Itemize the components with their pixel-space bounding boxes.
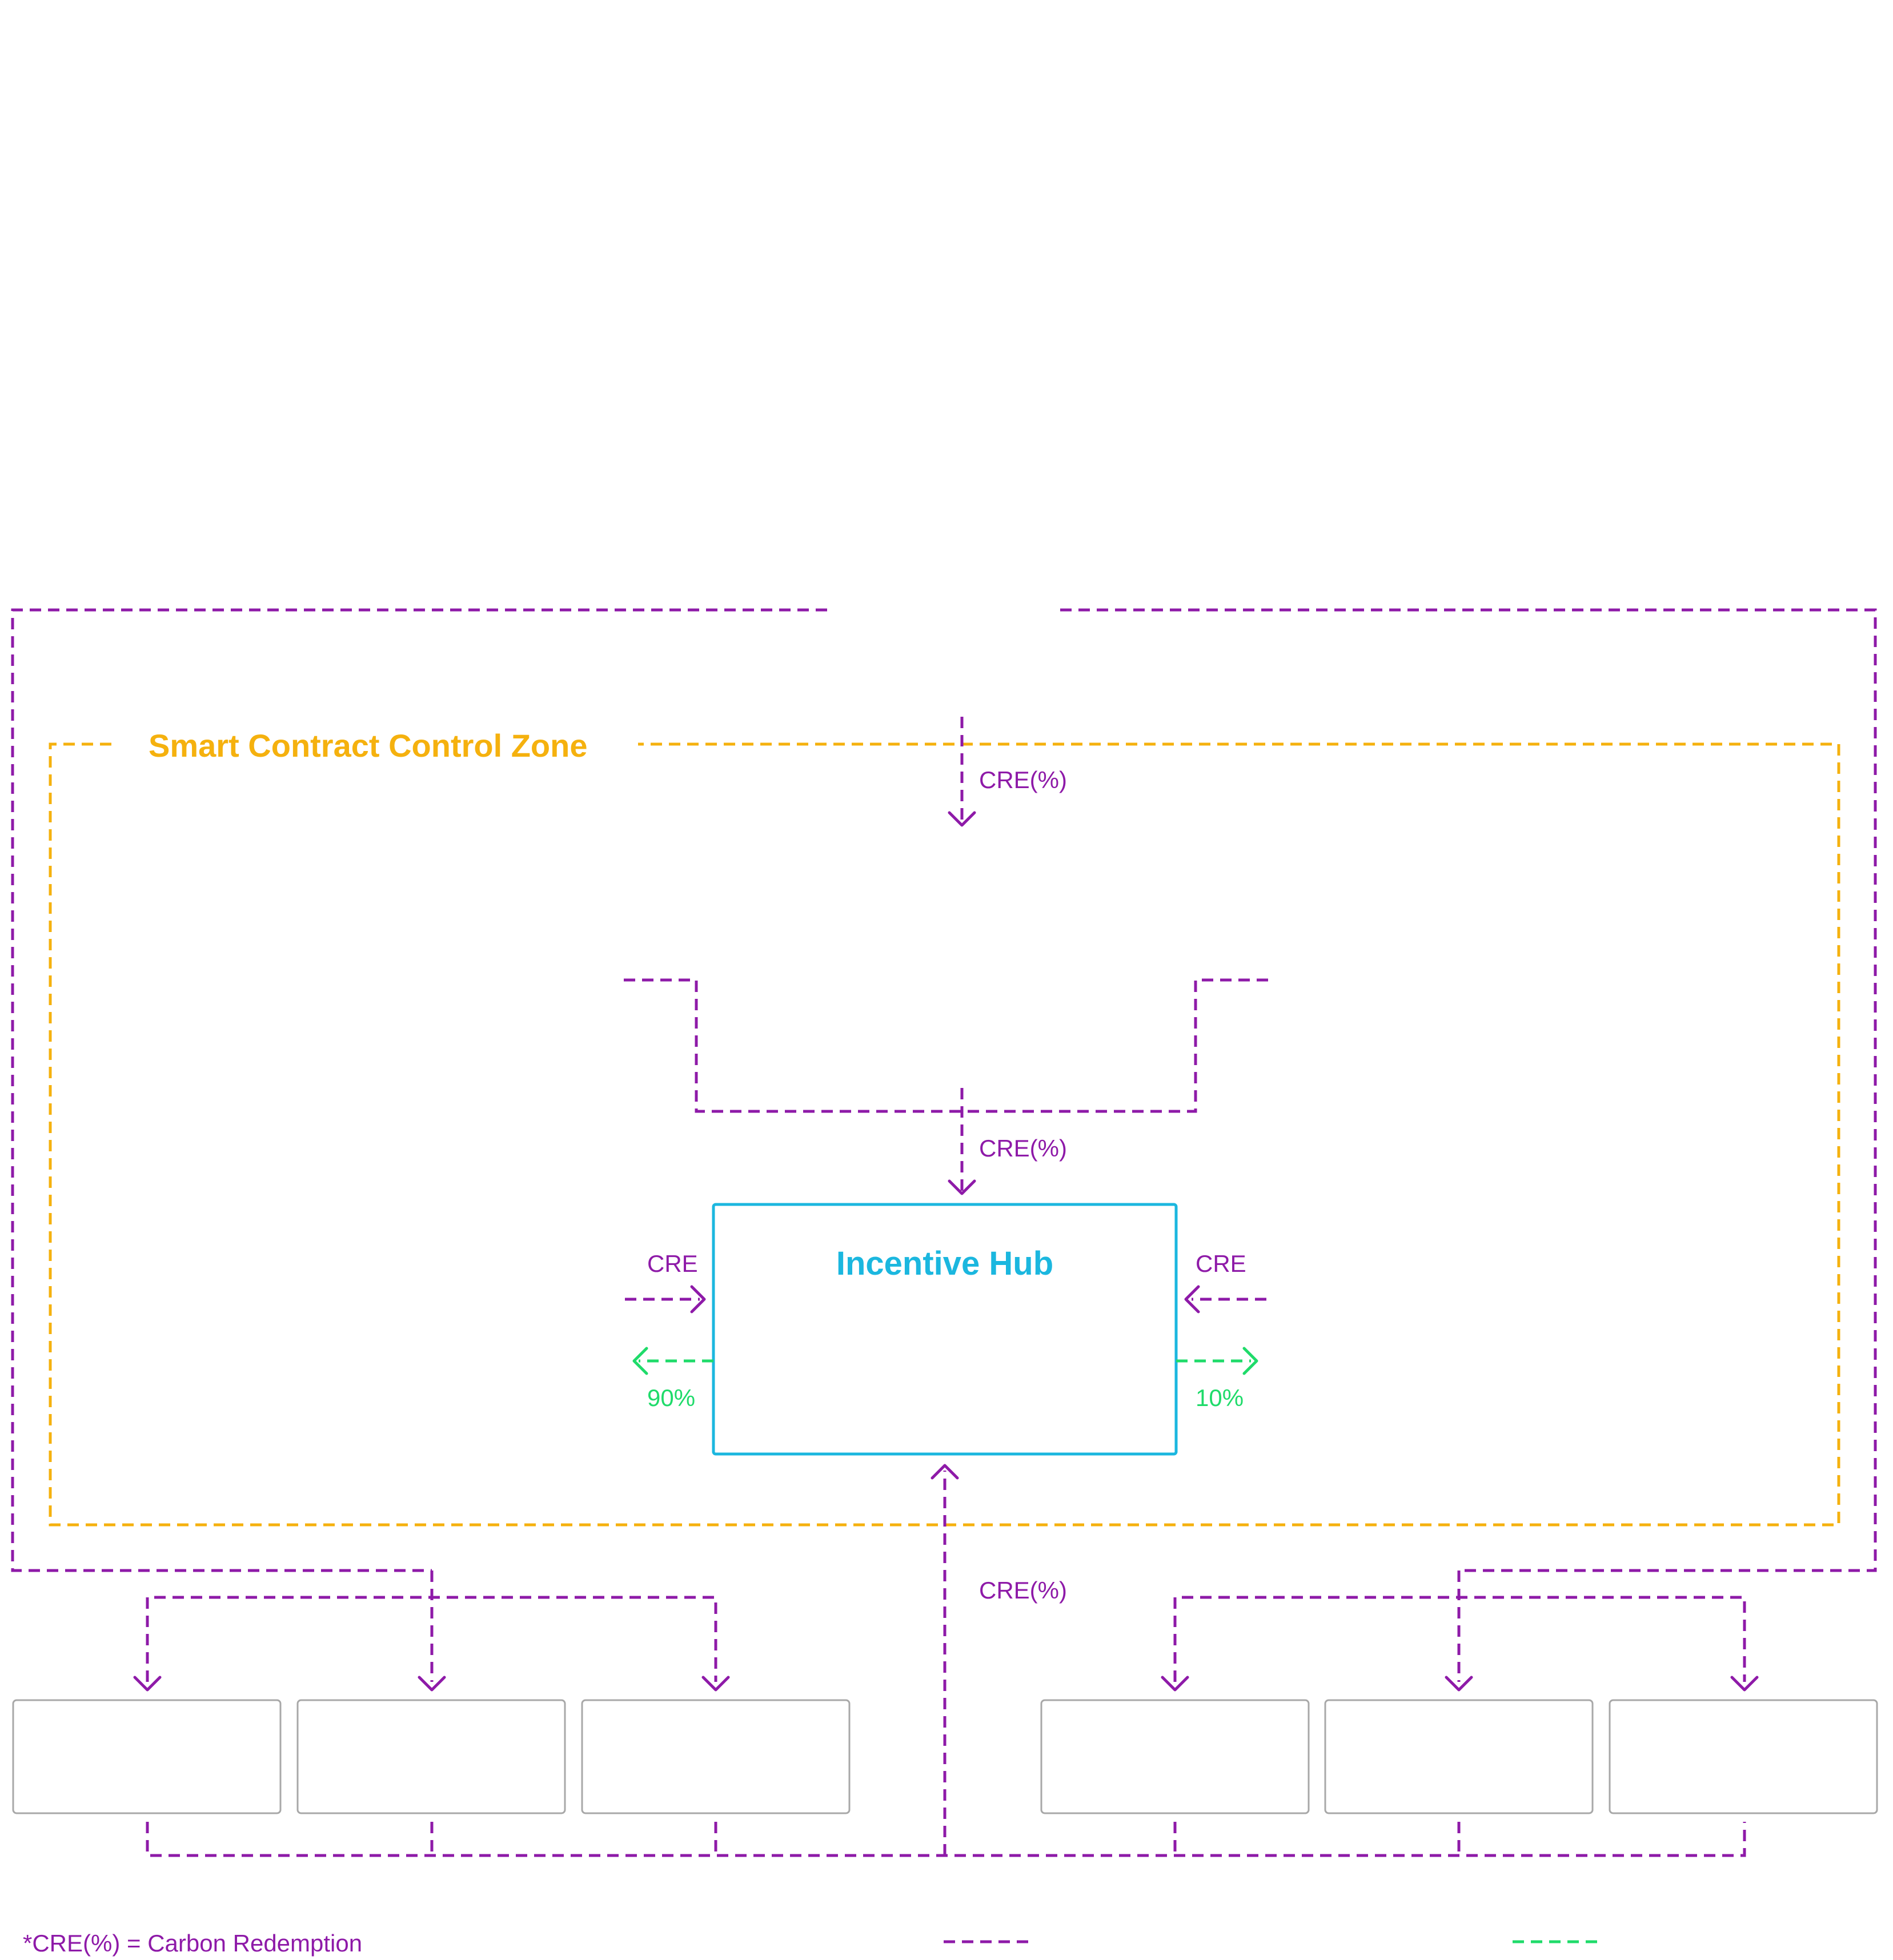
outer-flow-loop bbox=[11, 608, 1877, 1572]
participant-box-right-2 bbox=[1324, 1699, 1594, 1814]
split-label-right: 10% bbox=[1196, 1384, 1244, 1411]
left-cre-input: CRE bbox=[625, 1250, 706, 1314]
arrowhead-down-icon bbox=[948, 811, 976, 827]
arrowhead-left-icon bbox=[632, 1347, 648, 1375]
arrowhead-down-icon bbox=[1161, 1676, 1189, 1692]
merge-bracket-line bbox=[624, 978, 1269, 1113]
merge-bracket: CRE(%) bbox=[624, 978, 1269, 1195]
participant-box-right-1 bbox=[1040, 1699, 1310, 1814]
arrowhead-down-icon bbox=[1730, 1676, 1759, 1692]
control-zone-title: Smart Contract Control Zone bbox=[149, 728, 587, 764]
participant-box-left-2 bbox=[296, 1699, 566, 1814]
outer-loop-left bbox=[11, 608, 827, 1572]
arrowhead-down-icon bbox=[948, 1179, 976, 1195]
participant-box-right-3 bbox=[1609, 1699, 1878, 1814]
incentive-hub-title: Incentive Hub bbox=[836, 1245, 1053, 1282]
incentive-hub-box bbox=[712, 1203, 1178, 1456]
arrowhead-up-icon bbox=[931, 1464, 959, 1480]
arrowhead-down-icon bbox=[418, 1676, 446, 1692]
cre-pct-label-bottom: CRE(%) bbox=[979, 1577, 1067, 1604]
cre-label-left: CRE bbox=[647, 1250, 698, 1277]
arrowhead-down-icon bbox=[133, 1676, 162, 1692]
arrowhead-down-icon bbox=[1445, 1676, 1473, 1692]
arrowhead-down-icon bbox=[701, 1676, 730, 1692]
participant-box-left-1 bbox=[12, 1699, 282, 1814]
smart-contract-control-zone: Smart Contract Control Zone bbox=[49, 728, 1840, 1527]
control-zone-border bbox=[49, 742, 1840, 1527]
split-label-left: 90% bbox=[647, 1384, 695, 1411]
incentive-hub: Incentive Hub bbox=[712, 1203, 1178, 1456]
cre-pct-label-mid: CRE(%) bbox=[979, 1135, 1067, 1162]
right-cre-input: CRE bbox=[1184, 1250, 1266, 1314]
outer-loop-right bbox=[1060, 608, 1877, 1572]
cre-label-right: CRE bbox=[1196, 1250, 1246, 1277]
split-left-output: 90% bbox=[632, 1347, 713, 1411]
left-distribution bbox=[133, 1571, 730, 1692]
top-cre-arrow: CRE(%) bbox=[948, 717, 1067, 827]
footnote: *CRE(%) = Carbon Redemption bbox=[23, 1930, 362, 1957]
bottom-collection bbox=[146, 1464, 1746, 1857]
participant-box-left-3 bbox=[581, 1699, 851, 1814]
arrowhead-left-icon bbox=[1184, 1285, 1200, 1314]
arrowhead-right-icon bbox=[1242, 1347, 1258, 1375]
cre-pct-label-top: CRE(%) bbox=[979, 766, 1067, 793]
participant-boxes bbox=[12, 1699, 1878, 1814]
right-distribution bbox=[1161, 1571, 1759, 1692]
split-right-output: 10% bbox=[1176, 1347, 1258, 1411]
arrowhead-right-icon bbox=[690, 1285, 706, 1314]
